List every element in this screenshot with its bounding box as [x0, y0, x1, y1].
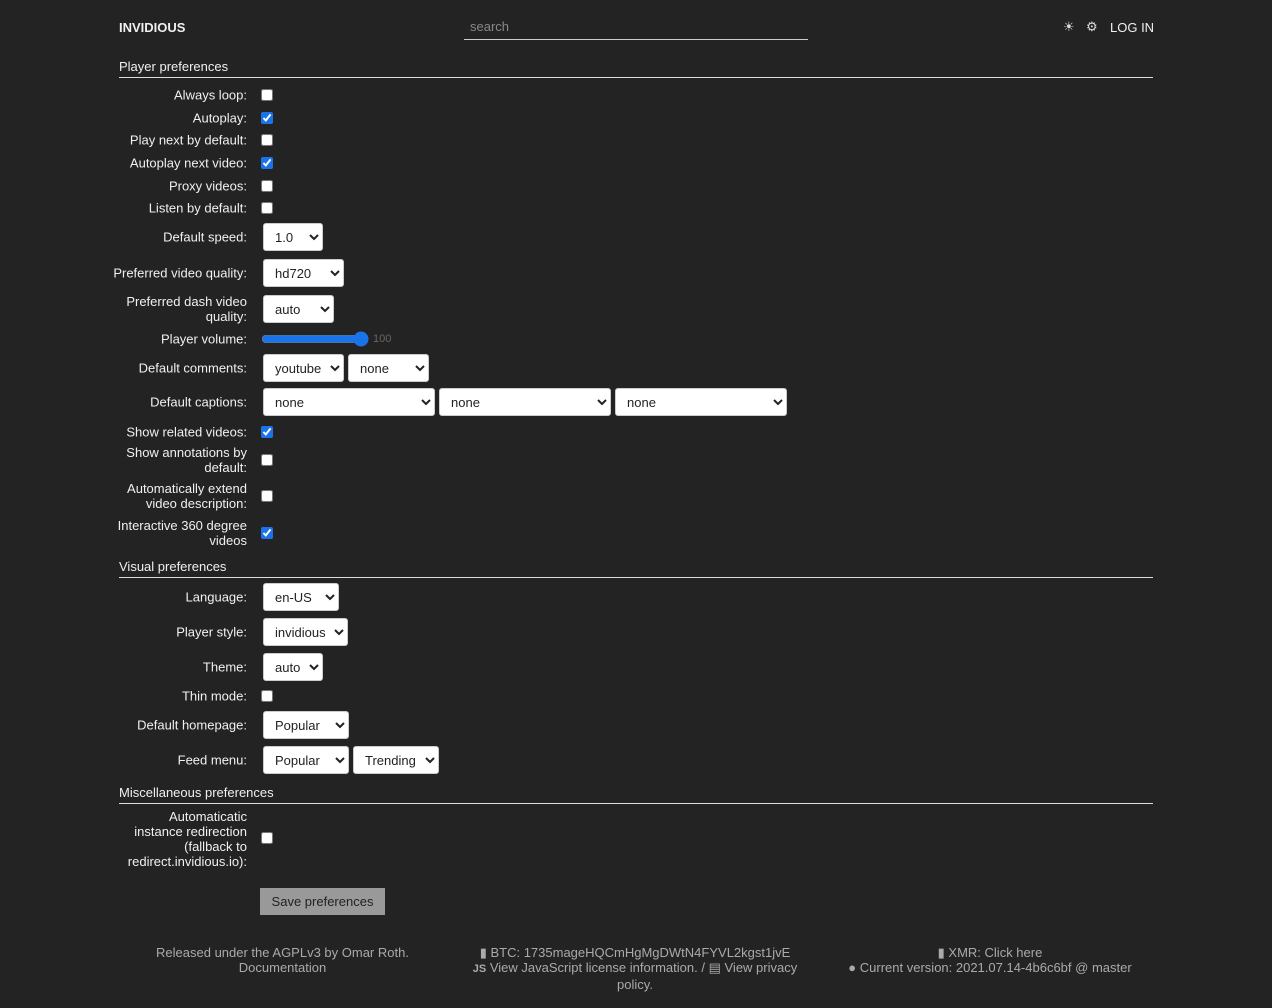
thin-mode-label: Thin mode:: [181, 688, 247, 704]
license-text: Released under the AGPLv3 by Omar Roth.: [156, 945, 409, 960]
document-icon: ▤: [708, 960, 721, 975]
privacy-policy-link[interactable]: View privacy policy.: [617, 960, 798, 992]
volume-label: Player volume:: [161, 331, 247, 347]
version-link[interactable]: Current version: 2021.07.14-4b6c6bf @ ma…: [859, 960, 1132, 975]
wallet-icon: ▮: [937, 945, 945, 960]
captions-label: Default captions:: [150, 394, 247, 410]
listen-label: Listen by default:: [148, 200, 247, 216]
divider: [119, 577, 1153, 578]
homepage-label: Default homepage:: [137, 717, 247, 733]
search-input[interactable]: [464, 14, 808, 40]
section-title-visual: Visual preferences: [119, 559, 227, 574]
volume-slider[interactable]: [261, 331, 369, 347]
footer-left: Released under the AGPLv3 by Omar Roth. …: [140, 945, 425, 975]
brand-logo[interactable]: INVIDIOUS: [119, 20, 186, 35]
language-select[interactable]: en-US: [263, 583, 339, 611]
homepage-select[interactable]: Popular: [263, 711, 349, 739]
feed-menu-select-1[interactable]: Popular: [263, 746, 349, 774]
footer-right: ▮ XMR: Click here ● Current version: 202…: [840, 945, 1140, 975]
listen-checkbox[interactable]: [261, 202, 273, 214]
autoplay-next-checkbox[interactable]: [261, 157, 273, 169]
always-loop-checkbox[interactable]: [261, 89, 273, 101]
dash-quality-select[interactable]: auto: [263, 295, 334, 323]
divider: [119, 803, 1153, 804]
proxy-videos-label: Proxy videos:: [168, 178, 247, 194]
related-checkbox[interactable]: [261, 426, 273, 438]
extend-description-checkbox[interactable]: [261, 490, 273, 502]
captions-select-2[interactable]: none: [439, 388, 611, 416]
related-label: Show related videos:: [126, 424, 247, 440]
theme-label: Theme:: [202, 659, 247, 675]
play-next-checkbox[interactable]: [261, 134, 273, 146]
section-title-player: Player preferences: [119, 59, 229, 74]
feed-menu-select-2[interactable]: Trending: [353, 746, 439, 774]
divider: [119, 77, 1153, 78]
speed-label: Default speed:: [163, 229, 247, 245]
captions-select-3[interactable]: none: [615, 388, 787, 416]
theme-select[interactable]: auto: [263, 653, 323, 681]
xmr-link[interactable]: XMR: Click here: [948, 945, 1043, 960]
annotations-label: Show annotations by default:: [126, 445, 247, 475]
settings-icon[interactable]: ⚙: [1086, 19, 1098, 34]
language-label: Language:: [185, 589, 247, 605]
proxy-videos-checkbox[interactable]: [261, 180, 273, 192]
separator: /: [701, 960, 705, 975]
btc-address[interactable]: BTC: 1735mageHQCmHgMgDWtN4FYVL2kgst1jvE: [490, 945, 791, 960]
annotations-checkbox[interactable]: [261, 454, 273, 466]
volume-value: 100: [373, 333, 392, 345]
footer-center: ▮ BTC: 1735mageHQCmHgMgDWtN4FYVL2kgst1jv…: [470, 945, 800, 992]
redirect-label: Automaticatic instance redirection (fall…: [127, 809, 247, 869]
speed-select[interactable]: 1.0: [263, 223, 323, 251]
github-icon: ●: [848, 960, 857, 975]
always-loop-label: Always loop:: [174, 87, 247, 103]
autoplay-label: Autoplay:: [192, 110, 247, 126]
comments-select-2[interactable]: none: [348, 354, 429, 382]
player-style-label: Player style:: [176, 624, 247, 640]
theme-toggle-icon[interactable]: ☀: [1063, 19, 1075, 34]
player-style-select[interactable]: invidious: [263, 618, 348, 646]
section-title-misc: Miscellaneous preferences: [119, 785, 274, 800]
captions-select-1[interactable]: none: [263, 388, 435, 416]
extend-description-label: Automatically extend video description:: [127, 481, 247, 511]
comments-label: Default comments:: [138, 360, 247, 376]
login-link[interactable]: LOG IN: [1110, 20, 1155, 35]
play-next-label: Play next by default:: [129, 132, 247, 148]
thin-mode-checkbox[interactable]: [261, 690, 273, 702]
redirect-checkbox[interactable]: [261, 832, 273, 844]
save-preferences-button[interactable]: Save preferences: [260, 888, 385, 915]
javascript-icon: JS: [472, 963, 487, 975]
vr360-label: Interactive 360 degree videos: [117, 518, 247, 548]
autoplay-checkbox[interactable]: [261, 112, 273, 124]
quality-select[interactable]: hd720: [263, 259, 344, 287]
quality-label: Preferred video quality:: [113, 265, 247, 281]
wallet-icon: ▮: [479, 945, 487, 960]
dash-quality-label: Preferred dash video quality:: [126, 294, 247, 324]
documentation-link[interactable]: Documentation: [238, 960, 327, 975]
js-license-link[interactable]: View JavaScript license information.: [489, 960, 698, 975]
feed-menu-label: Feed menu:: [177, 752, 247, 768]
comments-select-1[interactable]: youtube: [263, 354, 344, 382]
vr360-checkbox[interactable]: [261, 527, 273, 539]
autoplay-next-label: Autoplay next video:: [129, 155, 247, 171]
